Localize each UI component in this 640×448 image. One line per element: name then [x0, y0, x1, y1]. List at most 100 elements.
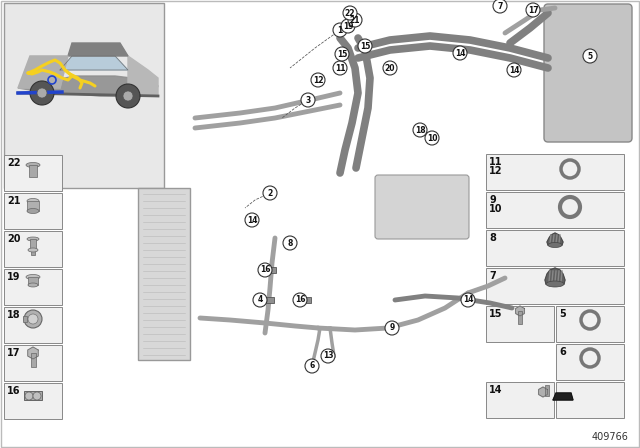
Text: 18: 18	[415, 125, 426, 134]
Bar	[486, 230, 624, 266]
Text: 8: 8	[489, 233, 496, 243]
Ellipse shape	[27, 198, 39, 203]
Text: 12: 12	[313, 76, 323, 85]
Text: 15: 15	[337, 49, 347, 59]
Text: 17: 17	[528, 5, 538, 14]
Circle shape	[341, 19, 355, 33]
Circle shape	[301, 93, 315, 107]
Ellipse shape	[27, 208, 39, 214]
Ellipse shape	[28, 248, 38, 252]
Polygon shape	[28, 347, 38, 359]
Text: 21: 21	[349, 16, 360, 25]
Polygon shape	[18, 56, 68, 88]
Bar	[24, 391, 42, 400]
Text: 19: 19	[7, 272, 20, 282]
Text: 4: 4	[257, 296, 262, 305]
Bar	[486, 382, 554, 418]
Text: 10: 10	[489, 204, 502, 214]
Text: 16: 16	[260, 266, 270, 275]
Text: 11: 11	[489, 157, 502, 167]
Ellipse shape	[26, 163, 40, 168]
Text: 15: 15	[360, 42, 370, 51]
Circle shape	[507, 63, 521, 77]
Bar	[262, 297, 274, 303]
Circle shape	[37, 88, 47, 98]
Bar	[27, 201, 39, 211]
Bar	[31, 353, 35, 367]
Circle shape	[321, 349, 335, 363]
Text: 12: 12	[489, 166, 502, 176]
Bar	[31, 249, 35, 255]
Ellipse shape	[27, 237, 39, 241]
Text: 14: 14	[489, 385, 502, 395]
Bar	[4, 231, 62, 267]
Circle shape	[311, 73, 325, 87]
Bar	[4, 345, 62, 381]
Bar	[23, 316, 27, 322]
Text: 11: 11	[335, 64, 345, 73]
Bar	[4, 269, 62, 305]
Circle shape	[263, 186, 277, 200]
Bar	[30, 239, 36, 249]
Polygon shape	[60, 56, 128, 70]
Circle shape	[333, 23, 347, 37]
Bar	[556, 344, 624, 380]
Circle shape	[385, 321, 399, 335]
Text: 14: 14	[509, 65, 519, 74]
Text: 20: 20	[385, 64, 396, 73]
Text: 21: 21	[7, 196, 20, 206]
Bar	[138, 188, 190, 360]
Circle shape	[25, 392, 33, 400]
Circle shape	[358, 39, 372, 53]
Bar	[486, 268, 624, 304]
Circle shape	[383, 61, 397, 75]
Circle shape	[283, 236, 297, 250]
Bar	[4, 307, 62, 343]
Text: 14: 14	[247, 215, 257, 224]
Bar	[4, 383, 62, 419]
Text: 14: 14	[463, 296, 473, 305]
Text: 16: 16	[7, 386, 20, 396]
Circle shape	[425, 131, 439, 145]
Circle shape	[583, 49, 597, 63]
Text: 13: 13	[323, 352, 333, 361]
Circle shape	[123, 91, 133, 101]
Circle shape	[258, 263, 272, 277]
Bar	[264, 267, 276, 273]
Text: 10: 10	[427, 134, 437, 142]
Text: 6: 6	[559, 347, 566, 357]
Polygon shape	[553, 393, 573, 400]
Circle shape	[245, 213, 259, 227]
Text: 14: 14	[455, 48, 465, 57]
Text: 5: 5	[559, 309, 566, 319]
Ellipse shape	[546, 281, 564, 287]
Polygon shape	[68, 43, 128, 56]
Text: 8: 8	[287, 238, 292, 247]
FancyBboxPatch shape	[544, 4, 632, 142]
Ellipse shape	[26, 275, 40, 280]
Text: 15: 15	[489, 309, 502, 319]
Bar	[4, 193, 62, 229]
Circle shape	[24, 310, 42, 328]
Text: 5: 5	[588, 52, 593, 60]
Bar	[4, 155, 62, 191]
Circle shape	[293, 293, 307, 307]
Circle shape	[348, 13, 362, 27]
Circle shape	[461, 293, 475, 307]
Text: 20: 20	[7, 234, 20, 244]
Bar	[29, 165, 37, 177]
Polygon shape	[18, 56, 68, 88]
Circle shape	[453, 46, 467, 60]
Text: 409766: 409766	[591, 432, 628, 442]
Text: 6: 6	[309, 362, 315, 370]
Text: 18: 18	[7, 310, 20, 320]
Text: 9: 9	[489, 195, 496, 205]
Polygon shape	[547, 233, 563, 245]
Text: 19: 19	[343, 22, 353, 30]
Polygon shape	[539, 387, 547, 397]
Bar	[486, 306, 554, 342]
Text: 3: 3	[305, 95, 310, 104]
Text: 22: 22	[7, 158, 20, 168]
Bar	[556, 306, 624, 342]
Text: 17: 17	[7, 348, 20, 358]
